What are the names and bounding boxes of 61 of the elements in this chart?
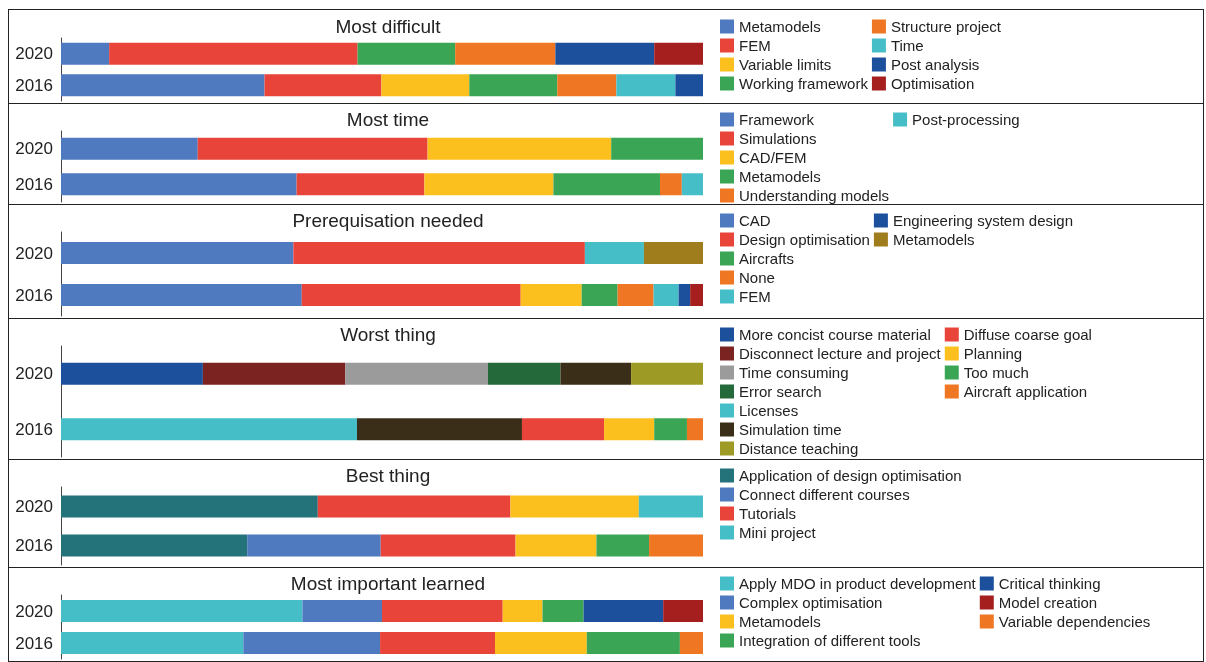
y-tick-label: 2020 [15, 601, 53, 621]
y-tick-label: 2020 [15, 139, 53, 159]
chart-title: Most time [346, 109, 430, 130]
y-tick-label: 2016 [15, 75, 53, 95]
y-tick-label: 2016 [15, 419, 53, 439]
legend-label: Metamodels [739, 613, 821, 630]
legend-label: Engineering system design [892, 212, 1074, 229]
chart-title: Best thing [345, 465, 431, 486]
legend-label: Planning [963, 345, 1023, 362]
legend-label: Metamodels [739, 168, 821, 185]
legend-label: Time consuming [739, 364, 849, 381]
legend-label: Optimisation [890, 75, 975, 92]
legend-label: Working framework [739, 75, 869, 92]
legend-label: Post-processing [912, 111, 1020, 128]
legend-label: Disconnect lecture and project [739, 345, 942, 362]
y-tick-label: 2016 [15, 285, 53, 305]
legend-label: Time [890, 37, 924, 54]
y-tick-label: 2016 [15, 633, 53, 653]
legend-label: Mini project [739, 524, 817, 541]
legend-label: Simulations [739, 130, 817, 147]
legend-label: Structure project [890, 18, 1002, 35]
legend-label: Complex optimisation [739, 594, 883, 611]
legend-label: Distance teaching [739, 440, 859, 457]
legend-label: Post analysis [890, 56, 980, 73]
legend-label: Model creation [998, 594, 1098, 611]
y-tick-label: 2016 [15, 536, 53, 555]
legend-label: CAD/FEM [739, 149, 807, 166]
legend-label: Licenses [739, 402, 799, 419]
legend-label: Metamodels [892, 231, 975, 248]
legend-label: Framework [739, 111, 815, 128]
legend-label: FEM [739, 37, 771, 54]
chart-title: Most important learned [290, 573, 486, 594]
legend-label: Variable dependencies [998, 613, 1151, 630]
y-tick-label: 2020 [15, 364, 53, 384]
legend-label: More concist course material [739, 326, 931, 343]
legend-label: Diffuse coarse goal [963, 326, 1092, 343]
legend-label: Metamodels [739, 18, 821, 35]
legend-label: Aircraft application [963, 383, 1088, 400]
legend-label: Too much [963, 364, 1029, 381]
legend-label: Aircrafts [739, 250, 795, 267]
legend-label: Variable limits [739, 56, 832, 73]
y-tick-label: 2020 [15, 497, 53, 516]
legend-label: Error search [739, 383, 822, 400]
chart-title: Worst thing [340, 324, 436, 345]
legend-label: Simulation time [739, 421, 842, 438]
legend-label: Application of design optimisation [739, 467, 962, 484]
y-tick-label: 2016 [15, 174, 53, 194]
chart-title: Most difficult [335, 16, 442, 37]
legend-label: Apply MDO in product development [739, 575, 977, 592]
legend-label: Connect different courses [739, 486, 910, 503]
legend-label: Critical thinking [998, 575, 1101, 592]
legend-label: Understanding models [739, 187, 890, 204]
legend-label: Tutorials [739, 505, 796, 522]
legend-label: FEM [739, 288, 771, 305]
y-tick-label: 2020 [15, 243, 53, 263]
legend-label: Integration of different tools [739, 632, 921, 649]
legend-label: None [739, 269, 775, 286]
y-tick-label: 2020 [15, 44, 53, 64]
legend-label: Design optimisation [739, 231, 870, 248]
legend-label: CAD [739, 212, 771, 229]
chart-title: Prerequisation needed [292, 210, 484, 231]
